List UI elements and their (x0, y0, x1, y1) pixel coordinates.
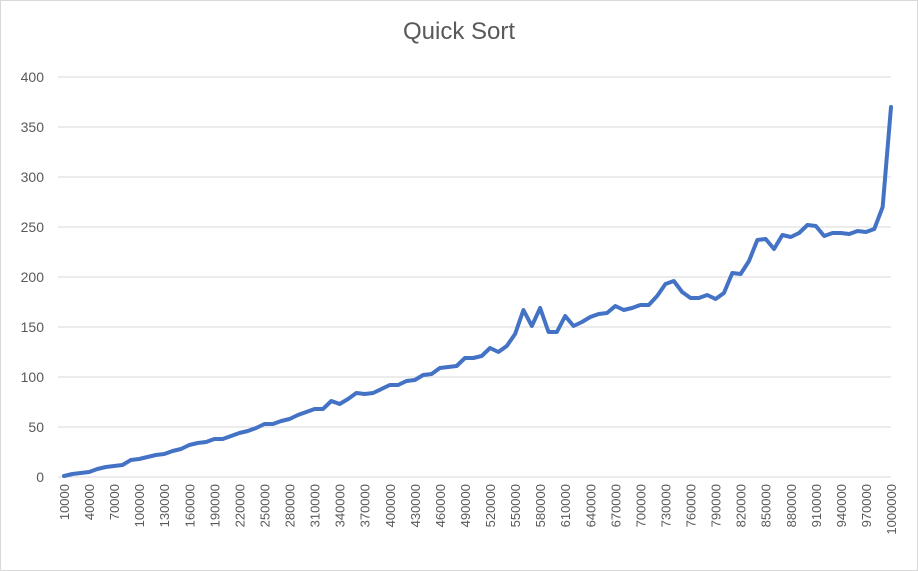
y-tick-label: 250 (21, 219, 45, 235)
y-tick-label: 0 (36, 469, 44, 485)
x-tick-label: 970000 (859, 484, 874, 527)
x-tick-label: 520000 (483, 484, 498, 527)
x-tick-label: 790000 (709, 484, 724, 527)
x-tick-label: 940000 (834, 484, 849, 527)
x-tick-label: 70000 (107, 484, 122, 520)
x-tick-label: 580000 (533, 484, 548, 527)
x-tick-label: 190000 (207, 484, 222, 527)
y-tick-label: 400 (21, 69, 45, 85)
x-tick-label: 40000 (82, 484, 97, 520)
x-tick-label: 430000 (408, 484, 423, 527)
x-tick-label: 550000 (508, 484, 523, 527)
x-tick-label: 610000 (558, 484, 573, 527)
y-tick-label: 50 (28, 419, 44, 435)
y-axis-ticks: 0 50 100 150 200 250 300 350 400 (21, 69, 45, 485)
x-tick-label: 280000 (283, 484, 298, 527)
x-tick-label: 370000 (358, 484, 373, 527)
x-tick-label: 640000 (583, 484, 598, 527)
x-axis-ticks: 10000 40000 70000 100000 130000 160000 190000 2… (57, 484, 899, 535)
x-tick-label: 1000000 (884, 484, 899, 535)
chart-title: Quick Sort (402, 18, 516, 45)
x-tick-label: 880000 (784, 484, 799, 527)
x-tick-label: 130000 (157, 484, 172, 527)
x-tick-label: 250000 (257, 484, 272, 527)
x-tick-label: 730000 (658, 484, 673, 527)
x-tick-label: 220000 (232, 484, 247, 527)
y-tick-label: 350 (21, 119, 45, 135)
series-group (62, 105, 893, 478)
x-tick-label: 670000 (608, 484, 623, 527)
x-tick-label: 160000 (182, 484, 197, 527)
y-tick-label: 150 (21, 319, 45, 335)
series-line (62, 105, 893, 478)
x-tick-label: 100000 (132, 484, 147, 527)
x-tick-label: 310000 (308, 484, 323, 527)
x-tick-label: 910000 (809, 484, 824, 527)
x-tick-label: 490000 (458, 484, 473, 527)
x-tick-label: 10000 (57, 484, 72, 520)
x-tick-label: 400000 (383, 484, 398, 527)
x-tick-label: 850000 (759, 484, 774, 527)
y-tick-label: 100 (21, 369, 45, 385)
x-tick-label: 700000 (633, 484, 648, 527)
x-tick-label: 820000 (734, 484, 749, 527)
y-tick-label: 300 (21, 169, 45, 185)
x-tick-label: 340000 (333, 484, 348, 527)
y-tick-label: 200 (21, 269, 45, 285)
gridlines (58, 76, 891, 478)
x-tick-label: 760000 (684, 484, 699, 527)
x-tick-label: 460000 (433, 484, 448, 527)
